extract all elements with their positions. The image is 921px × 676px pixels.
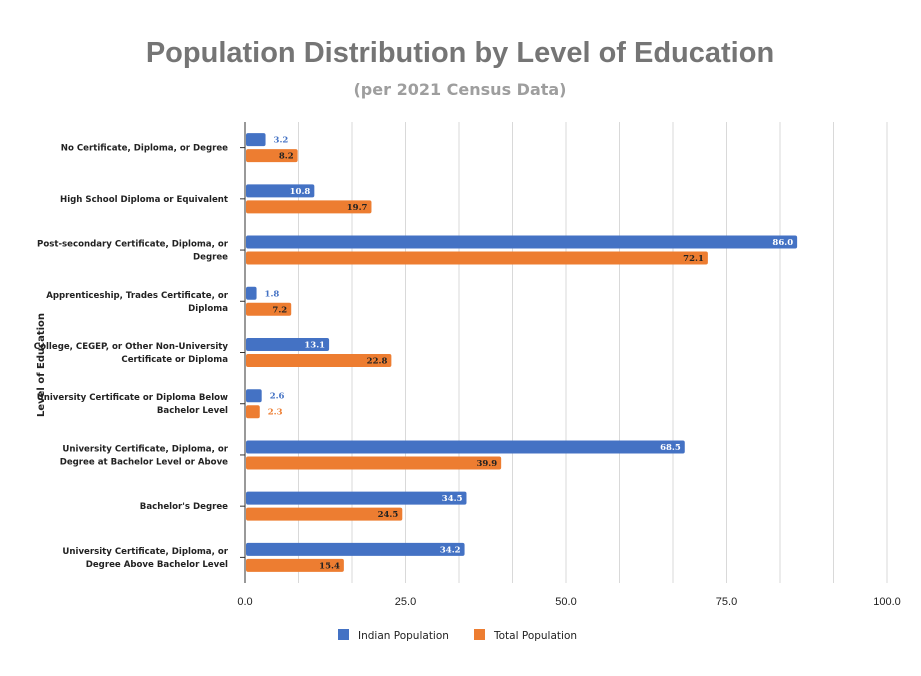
category-label: High School Diploma or Equivalent	[60, 195, 228, 205]
data-label: 10.8	[290, 187, 311, 197]
data-label: 68.5	[660, 443, 681, 453]
bar-total-population[interactable]	[246, 149, 298, 163]
data-label: 15.4	[319, 561, 340, 571]
bar-indian-population[interactable]	[246, 133, 266, 147]
gridlines	[240, 122, 888, 583]
bar-indian-population[interactable]	[246, 542, 465, 556]
x-tick-label: 0.0	[237, 596, 252, 608]
bar-total-population[interactable]	[246, 558, 344, 572]
bar-indian-population[interactable]	[246, 389, 262, 403]
x-tick-label: 50.0	[555, 596, 576, 608]
bar-total-population[interactable]	[246, 200, 372, 214]
category-label: Bachelor's Degree	[140, 502, 228, 512]
bar-indian-population[interactable]	[246, 440, 685, 454]
data-label: 3.2	[274, 136, 289, 146]
bars: 3.2 8.2 10.8 19.7 86.0 72.1 1.8 7.2 13.1 22.8 2.6 2…	[246, 133, 798, 572]
category-label: Apprenticeship, Trades Certificate, or Di…	[46, 291, 229, 314]
category-label: No Certificate, Diploma, or Degree	[61, 144, 228, 154]
data-label: 1.8	[265, 289, 280, 299]
data-label: 13.1	[304, 341, 325, 351]
legend-item-indian-population[interactable]: Indian Population	[338, 629, 449, 642]
x-tick-label: 100.0	[873, 596, 901, 608]
legend-item-total-population[interactable]: Total Population	[474, 629, 577, 642]
y-axis-title: Level of Education	[36, 313, 47, 417]
bar-indian-population[interactable]	[246, 286, 257, 300]
x-tick-label: 75.0	[716, 596, 737, 608]
bar-indian-population[interactable]	[246, 235, 798, 249]
data-label: 22.8	[367, 357, 388, 367]
data-label: 19.7	[347, 203, 368, 213]
chart-subtitle: (per 2021 Census Data)	[353, 80, 566, 99]
category-label: College, CEGEP, or Other Non-University C…	[34, 342, 229, 365]
data-label: 39.9	[476, 459, 497, 469]
legend-swatch	[474, 629, 485, 640]
data-label: 34.5	[442, 494, 463, 504]
data-label: 34.2	[440, 545, 461, 555]
data-label: 2.6	[270, 392, 285, 402]
bar-indian-population[interactable]	[246, 338, 330, 351]
bar-total-population[interactable]	[246, 354, 392, 367]
legend-label: Indian Population	[358, 630, 449, 642]
data-label: 2.3	[268, 408, 283, 418]
data-label: 8.2	[279, 152, 294, 162]
legend-swatch	[338, 629, 349, 640]
bar-total-population[interactable]	[246, 405, 260, 419]
category-labels: No Certificate, Diploma, or Degree High S…	[34, 144, 229, 570]
category-label: Post-secondary Certificate, Diploma, or D…	[37, 240, 229, 263]
category-label: University Certificate, Diploma, or Degre…	[60, 444, 229, 467]
bar-total-population[interactable]	[246, 251, 708, 265]
bar-total-population[interactable]	[246, 507, 403, 521]
legend[interactable]: Indian Population Total Population	[338, 629, 577, 642]
bar-indian-population[interactable]	[246, 491, 467, 505]
category-label: University Certificate or Diploma Below B…	[37, 393, 228, 416]
data-label: 72.1	[683, 254, 704, 264]
x-tick-label: 25.0	[395, 596, 416, 608]
legend-label: Total Population	[493, 630, 577, 642]
data-label: 24.5	[378, 510, 399, 520]
data-label: 7.2	[272, 305, 287, 315]
bar-total-population[interactable]	[246, 302, 292, 316]
bar-indian-population[interactable]	[246, 184, 315, 198]
category-label: University Certificate, Diploma, or Degre…	[62, 547, 228, 570]
x-axis-ticks: 0.0 25.0 50.0 75.0 100.0	[237, 596, 900, 608]
chart-title: Population Distribution by Level of Educ…	[146, 37, 774, 69]
data-label: 86.0	[772, 238, 793, 248]
bar-total-population[interactable]	[246, 456, 502, 470]
